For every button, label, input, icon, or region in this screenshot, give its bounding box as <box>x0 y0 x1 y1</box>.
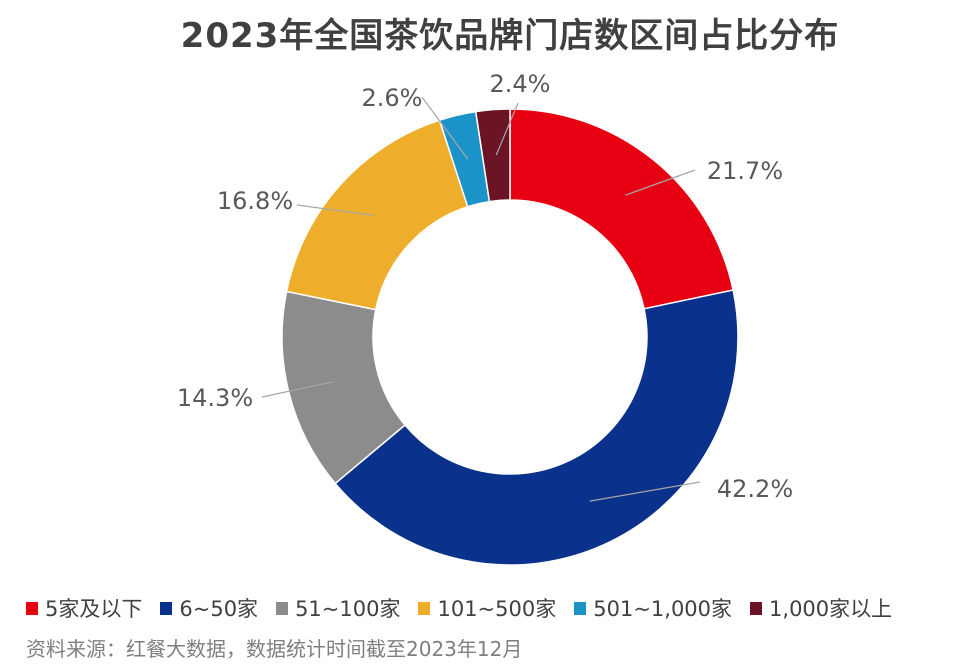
donut-slice <box>474 108 511 203</box>
leader-line <box>421 96 469 160</box>
data-label: 2.4% <box>490 70 551 98</box>
data-label: 14.3% <box>177 384 253 412</box>
leader-line <box>589 481 701 502</box>
legend-label: 501~1,000家 <box>593 597 733 621</box>
donut-slice <box>285 119 469 311</box>
legend-swatch <box>750 601 763 615</box>
data-label: 21.7% <box>707 157 783 185</box>
donut-slice <box>509 108 735 310</box>
legend-label: 101~500家 <box>437 597 557 621</box>
legend-item: 6~50家 <box>160 593 258 623</box>
leader-line <box>495 102 519 156</box>
source-note: 资料来源：红餐大数据，数据统计时间截至2023年12月 <box>26 637 523 661</box>
donut-slice <box>334 289 739 566</box>
legend-label: 51~100家 <box>295 597 401 621</box>
legend-swatch <box>276 601 289 615</box>
legend-item: 501~1,000家 <box>574 593 732 623</box>
legend-label: 5家及以下 <box>45 597 143 621</box>
data-label: 2.6% <box>362 84 423 112</box>
leader-line <box>261 381 334 398</box>
legend-swatch <box>26 601 38 615</box>
leader-line <box>624 169 696 196</box>
data-label: 42.2% <box>717 475 793 503</box>
legend-item: 51~100家 <box>276 593 400 623</box>
legend-label: 1,000家以上 <box>769 597 893 621</box>
data-label: 16.8% <box>217 187 293 215</box>
legend-swatch <box>160 601 173 615</box>
legend-label: 6~50家 <box>179 597 259 621</box>
legend-item: 101~500家 <box>418 593 556 623</box>
legend-item: 1,000家以上 <box>750 593 892 623</box>
legend-item: 5家及以下 <box>26 593 142 623</box>
chart-title: 2023年全国茶饮品牌门店数区间占比分布 <box>180 16 840 56</box>
legend-swatch <box>418 601 431 615</box>
legend-swatch <box>574 601 587 615</box>
legend: 5家及以下 6~50家 51~100家 101~500家 501~1,000家 1,000… <box>26 593 910 623</box>
leader-line <box>296 204 374 217</box>
